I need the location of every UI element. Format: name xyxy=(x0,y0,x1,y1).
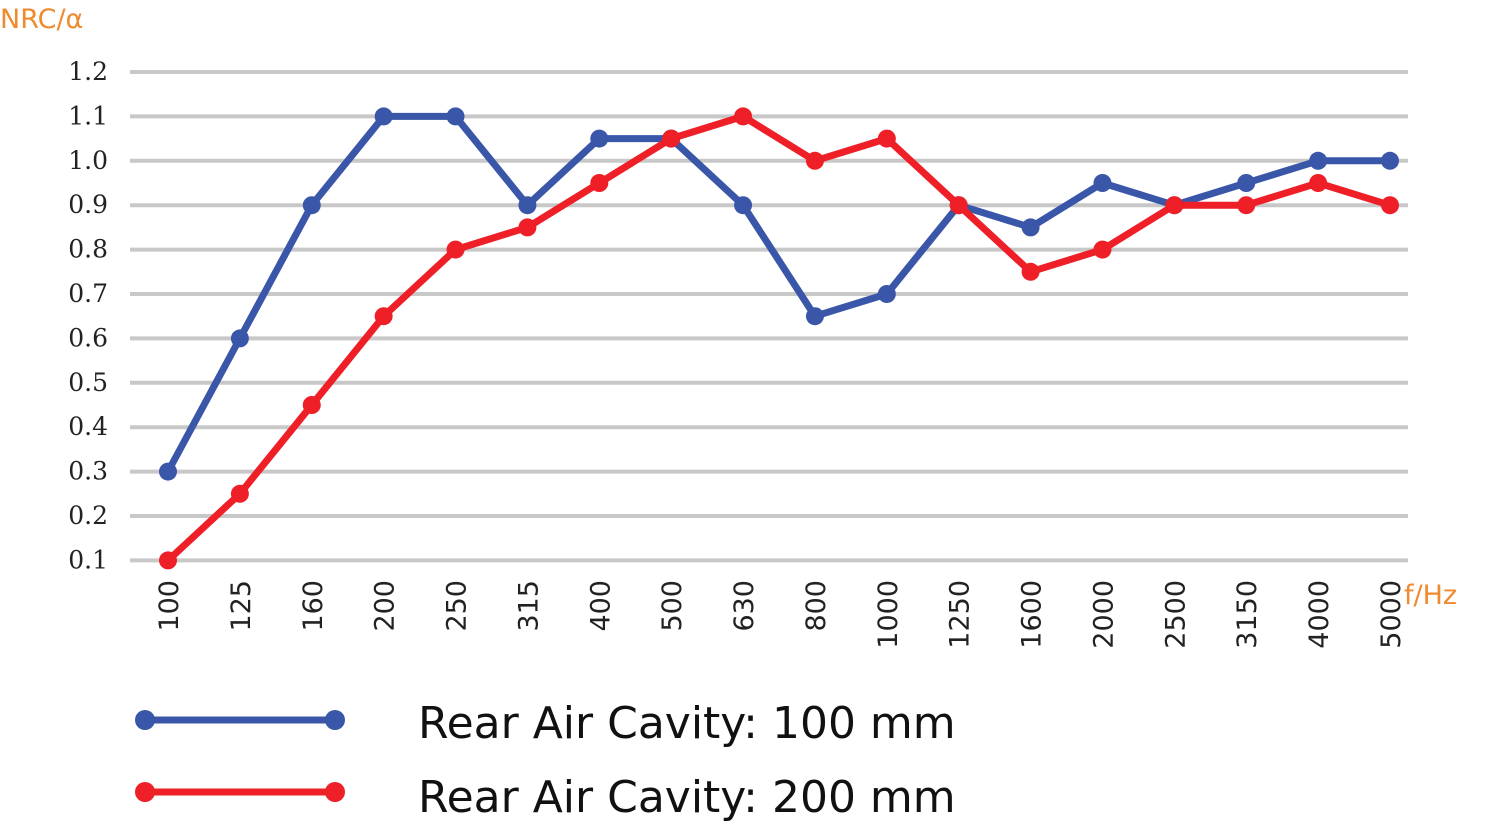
x-tick-label: 400 xyxy=(585,580,616,632)
data-point-marker xyxy=(159,551,177,570)
data-point-marker xyxy=(518,196,537,215)
data-point-marker xyxy=(662,129,681,148)
y-axis-title: NRC/α xyxy=(0,4,83,35)
legend-item-200mm: Rear Air Cavity: 200 mm xyxy=(135,772,956,823)
legend-marker-icon xyxy=(325,710,345,730)
data-point-marker xyxy=(1237,174,1256,192)
legend-marker-icon xyxy=(135,782,155,802)
y-tick-label: 0.8 xyxy=(68,235,108,264)
data-point-marker xyxy=(302,196,321,215)
data-point-marker xyxy=(159,462,177,481)
legend-item-100mm: Rear Air Cavity: 100 mm xyxy=(135,698,956,749)
data-point-marker xyxy=(1381,196,1399,215)
data-point-marker xyxy=(302,396,321,414)
x-tick-label: 1250 xyxy=(945,580,976,649)
x-tick-label: 1600 xyxy=(1017,580,1048,649)
plot-series xyxy=(159,107,1399,570)
data-point-marker xyxy=(1021,262,1040,281)
series-line xyxy=(165,112,1392,563)
data-point-marker xyxy=(805,307,824,326)
x-tick-label: 630 xyxy=(729,580,760,632)
data-point-marker xyxy=(230,329,249,348)
legend: Rear Air Cavity: 100 mm Rear Air Cavity:… xyxy=(135,698,956,823)
x-tick-label: 2000 xyxy=(1088,580,1119,649)
x-axis-title: f/Hz xyxy=(1404,580,1457,611)
data-point-marker xyxy=(949,196,968,215)
y-tick-label: 1.1 xyxy=(68,101,108,130)
data-point-marker xyxy=(1309,151,1328,170)
data-point-marker xyxy=(1165,196,1184,215)
y-tick-label: 0.5 xyxy=(68,368,108,397)
y-axis-ticks: 0.1 0.2 0.3 0.4 0.5 0.6 0.7 0.8 0.9 1.0 1.1 1.2 xyxy=(68,57,108,574)
x-tick-label: 200 xyxy=(370,580,401,632)
legend-marker-icon xyxy=(325,782,345,802)
legend-marker-icon xyxy=(135,710,155,730)
data-point-marker xyxy=(590,174,609,192)
y-tick-label: 0.4 xyxy=(68,412,108,441)
data-point-marker xyxy=(590,129,609,148)
y-tick-label: 0.6 xyxy=(68,323,108,352)
x-tick-label: 2500 xyxy=(1160,580,1191,649)
y-tick-label: 1.0 xyxy=(68,146,108,175)
data-point-marker xyxy=(374,307,393,326)
data-point-marker xyxy=(1021,218,1040,237)
data-point-marker xyxy=(734,196,753,215)
x-tick-label: 315 xyxy=(513,580,544,632)
y-tick-label: 0.9 xyxy=(68,190,108,219)
data-point-marker xyxy=(1381,151,1399,170)
data-point-marker xyxy=(374,107,393,126)
data-point-marker xyxy=(734,107,753,126)
data-point-marker xyxy=(518,218,537,237)
data-point-marker xyxy=(1237,196,1256,215)
data-point-marker xyxy=(230,484,249,503)
y-tick-label: 0.7 xyxy=(68,279,108,308)
legend-label: Rear Air Cavity: 100 mm xyxy=(418,698,956,749)
x-tick-label: 160 xyxy=(298,580,329,632)
x-tick-label: 5000 xyxy=(1376,580,1407,649)
data-point-marker xyxy=(877,285,896,303)
x-tick-label: 250 xyxy=(442,580,473,632)
data-point-marker xyxy=(1309,174,1328,192)
data-point-marker xyxy=(446,107,465,126)
x-tick-label: 125 xyxy=(226,580,257,632)
data-point-marker xyxy=(877,129,896,148)
data-point-marker xyxy=(1093,174,1112,192)
x-tick-label: 800 xyxy=(801,580,832,632)
x-axis-ticks: 100 125 160 200 250 315 400 500 630 800 1000 1250 16… xyxy=(154,580,1407,649)
data-point-marker xyxy=(1093,240,1112,259)
x-tick-label: 1000 xyxy=(873,580,904,649)
series-line xyxy=(164,112,1390,474)
x-tick-label: 500 xyxy=(657,580,688,632)
y-tick-label: 0.1 xyxy=(68,545,108,574)
legend-label: Rear Air Cavity: 200 mm xyxy=(418,772,956,823)
series-1 xyxy=(159,107,1399,570)
data-point-marker xyxy=(446,240,465,259)
y-tick-label: 1.2 xyxy=(68,57,108,86)
x-tick-label: 4000 xyxy=(1304,580,1335,649)
gridlines xyxy=(130,70,1408,563)
x-tick-label: 100 xyxy=(154,580,185,632)
y-tick-label: 0.3 xyxy=(68,457,108,486)
x-tick-label: 3150 xyxy=(1232,580,1263,649)
data-point-marker xyxy=(805,151,824,170)
y-tick-label: 0.2 xyxy=(68,501,108,530)
